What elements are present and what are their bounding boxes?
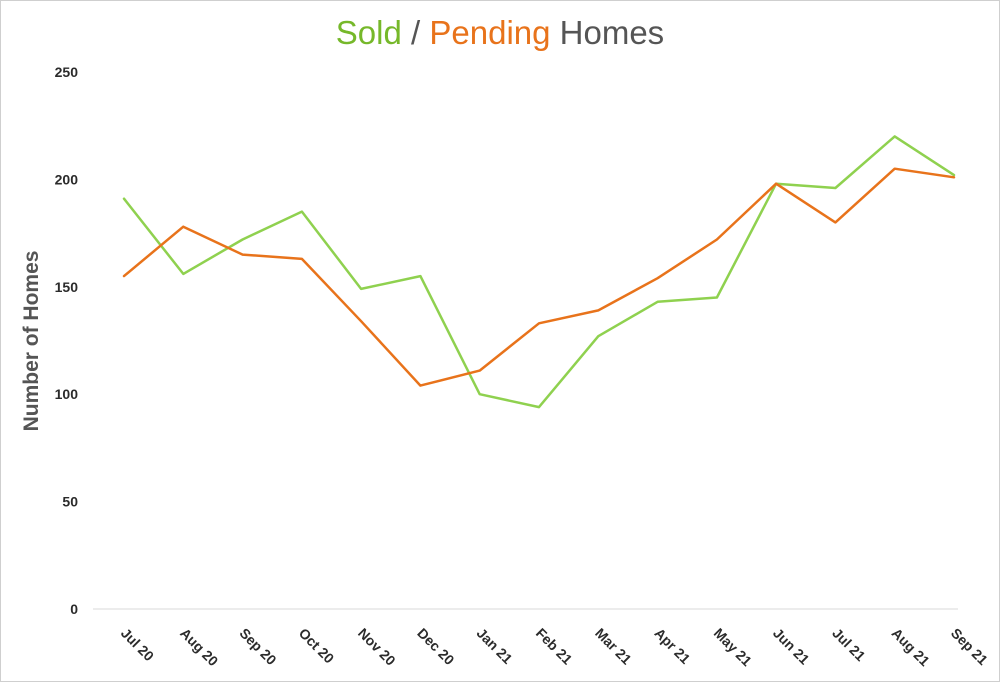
x-tick-label: May 21 bbox=[711, 625, 755, 669]
title-part-pending: Pending bbox=[429, 14, 550, 51]
y-tick-label: 0 bbox=[70, 601, 78, 617]
x-tick-label: Oct 20 bbox=[296, 625, 338, 667]
x-axis-ticks: Jul 20 Aug 20 Sep 20 Oct 20 Nov 20 Dec 20 Jan … bbox=[118, 625, 991, 669]
x-tick-label: Aug 21 bbox=[889, 625, 933, 669]
x-tick-label: Jun 21 bbox=[770, 625, 813, 668]
y-axis-ticks: 0 50 100 150 200 250 bbox=[55, 64, 79, 617]
series-line-sold bbox=[122, 135, 956, 409]
y-tick-label: 100 bbox=[55, 386, 79, 402]
title-part-separator: / bbox=[402, 14, 430, 51]
x-tick-label: Sep 20 bbox=[236, 625, 279, 668]
title-part-sold: Sold bbox=[336, 14, 402, 51]
x-tick-label: Jul 21 bbox=[829, 625, 869, 665]
y-tick-label: 200 bbox=[55, 171, 79, 187]
x-tick-label: Jan 21 bbox=[474, 625, 516, 667]
x-tick-label: Nov 20 bbox=[355, 625, 399, 669]
x-tick-label: Sep 21 bbox=[948, 625, 991, 668]
chart-title: Sold / Pending Homes bbox=[336, 14, 664, 51]
x-tick-label: Apr 21 bbox=[651, 625, 693, 667]
series-lines bbox=[122, 135, 956, 409]
series-line-pending bbox=[122, 167, 956, 387]
y-tick-label: 250 bbox=[55, 64, 79, 80]
title-part-homes: Homes bbox=[550, 14, 664, 51]
y-axis-label: Number of Homes bbox=[20, 251, 43, 432]
x-tick-label: Jul 20 bbox=[118, 625, 158, 665]
x-tick-label: Aug 20 bbox=[177, 625, 221, 669]
x-tick-label: Dec 20 bbox=[414, 625, 457, 668]
y-tick-label: 150 bbox=[55, 279, 79, 295]
x-tick-label: Feb 21 bbox=[533, 625, 576, 668]
x-tick-label: Mar 21 bbox=[592, 625, 635, 668]
y-tick-label: 50 bbox=[62, 494, 78, 510]
